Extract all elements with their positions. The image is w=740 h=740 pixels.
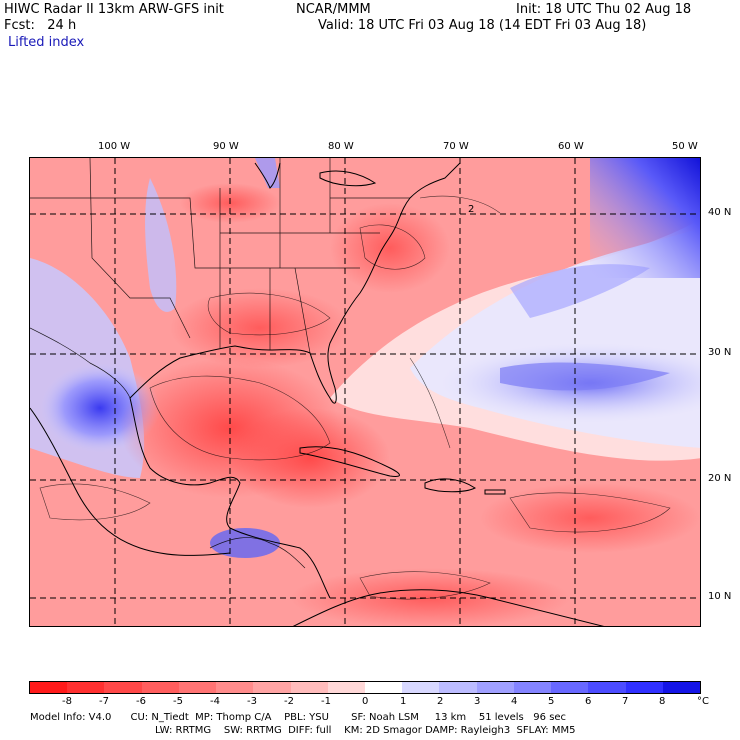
contour-pacific xyxy=(39,483,151,521)
colorbar-label-1: 1 xyxy=(400,696,407,707)
lake-erie-outline xyxy=(319,170,377,187)
lon-label-70w: 70 W xyxy=(443,141,469,152)
central-america-stable xyxy=(210,528,280,558)
colorbar-segment xyxy=(216,682,254,693)
us-coastline xyxy=(129,162,461,404)
lat-lon-grid xyxy=(30,158,700,626)
south-america-coastline xyxy=(292,589,605,626)
colorbar-segment xyxy=(253,682,291,693)
southeast-unstable-core xyxy=(170,288,350,368)
plains-stable-streak xyxy=(145,178,177,312)
northeast-stable-region xyxy=(590,158,700,278)
colorbar-label-6: 6 xyxy=(585,696,592,707)
colorbar-segment xyxy=(625,682,663,693)
colorbar-label-0: 0 xyxy=(362,696,369,707)
coastlines xyxy=(30,162,605,626)
colorbar-label-minus6: -6 xyxy=(136,696,146,707)
tropical-atlantic-unstable xyxy=(480,483,700,553)
contour-northeast xyxy=(419,195,501,214)
map-title: HIWC Radar II 13km ARW-GFS init xyxy=(4,2,224,17)
colorbar-label-7: 7 xyxy=(622,696,629,707)
colorbar-label-8: 8 xyxy=(659,696,666,707)
colorbar-segment xyxy=(513,682,552,693)
contour-value-label: 2 xyxy=(468,204,474,215)
colorbar-label-5: 5 xyxy=(548,696,555,707)
lon-label-100w: 100 W xyxy=(98,141,131,152)
init-time: Init: 18 UTC Thu 02 Aug 18 xyxy=(516,2,692,17)
colorbar-segment xyxy=(364,682,403,693)
atlantic-stable-streak xyxy=(500,362,670,391)
colorbar-label-4: 4 xyxy=(511,696,518,707)
colorbar-segment xyxy=(178,682,217,693)
colorbar-segment xyxy=(476,682,514,693)
model-info-line2: LW: RRTMG SW: RRTMG DIFF: full KM: 2D Sm… xyxy=(155,725,576,736)
contour-south-caribbean xyxy=(359,571,491,600)
colorbar-segment xyxy=(290,682,328,693)
model-info-line1: Model Info: V4.0 CU: N_Tiedt MP: Thomp C… xyxy=(30,712,567,723)
lon-label-90w: 90 W xyxy=(213,141,239,152)
colorbar-label-minus1: -1 xyxy=(321,696,331,707)
colorbar-label-minus2: -2 xyxy=(284,696,294,707)
mexico-coastline xyxy=(129,397,331,599)
border-central-america xyxy=(209,537,306,569)
lat-label-30n: 30 N xyxy=(708,347,732,358)
border-plains-2 xyxy=(89,158,191,339)
colorbar xyxy=(29,681,701,694)
lat-label-20n: 20 N xyxy=(708,473,732,484)
mid-atlantic-unstable-core xyxy=(330,203,450,293)
colorbar-label-3: 3 xyxy=(474,696,481,707)
caribbean-unstable-core xyxy=(230,408,390,508)
lon-label-50w: 50 W xyxy=(672,141,698,152)
organization-label: NCAR/MMM xyxy=(296,2,371,17)
contour-tropical-atlantic xyxy=(509,492,671,533)
border-georgia xyxy=(294,267,311,354)
valid-time: Valid: 18 UTC Fri 03 Aug 18 (14 EDT Fri … xyxy=(318,18,647,33)
colorbar-segment xyxy=(67,682,105,693)
colorbar-segment xyxy=(327,682,365,693)
map-panel: 2 xyxy=(29,157,701,627)
state-borders xyxy=(30,158,410,569)
lon-label-60w: 60 W xyxy=(558,141,584,152)
colorbar-label-minus8: -8 xyxy=(62,696,72,707)
colorbar-segment xyxy=(588,682,626,693)
lat-label-10n: 10 N xyxy=(708,591,732,602)
us-mexico-border xyxy=(30,327,131,399)
cuba-outline xyxy=(299,446,400,477)
colorbar-segment xyxy=(30,682,68,693)
colorbar-label-minus4: -4 xyxy=(210,696,220,707)
border-plains-1 xyxy=(30,197,220,269)
colorbar-segment xyxy=(439,682,477,693)
mexico-pacific-coast xyxy=(30,407,231,556)
colorbar-segment xyxy=(104,682,142,693)
colorbar-label-2: 2 xyxy=(437,696,444,707)
lifted-index-map: 2 xyxy=(30,158,700,626)
colorbar-segment xyxy=(551,682,589,693)
puerto-rico-outline xyxy=(484,489,506,495)
colorbar-segment xyxy=(662,682,700,693)
forecast-hour: Fcst: 24 h xyxy=(4,18,77,33)
colorbar-label-minus7: -7 xyxy=(99,696,109,707)
lon-label-80w: 80 W xyxy=(328,141,354,152)
colorbar-label-minus5: -5 xyxy=(173,696,183,707)
lake-michigan-outline xyxy=(254,162,281,189)
hispaniola-outline xyxy=(424,478,476,493)
south-caribbean-unstable xyxy=(290,568,570,626)
contour-gulf xyxy=(149,375,331,461)
lifted-index-contours xyxy=(39,195,671,600)
contour-southeast xyxy=(207,292,331,336)
colorbar-label-minus3: -3 xyxy=(247,696,257,707)
colorbar-segment xyxy=(402,682,440,693)
lat-label-40n: 40 N xyxy=(708,207,732,218)
contour-mid-atlantic xyxy=(359,224,426,270)
colorbar-segment xyxy=(141,682,179,693)
field-name: Lifted index xyxy=(8,35,85,50)
contour-atlantic-edge xyxy=(409,357,451,449)
lake-michigan-stable xyxy=(255,158,280,188)
colorbar-unit: °C xyxy=(697,696,709,707)
